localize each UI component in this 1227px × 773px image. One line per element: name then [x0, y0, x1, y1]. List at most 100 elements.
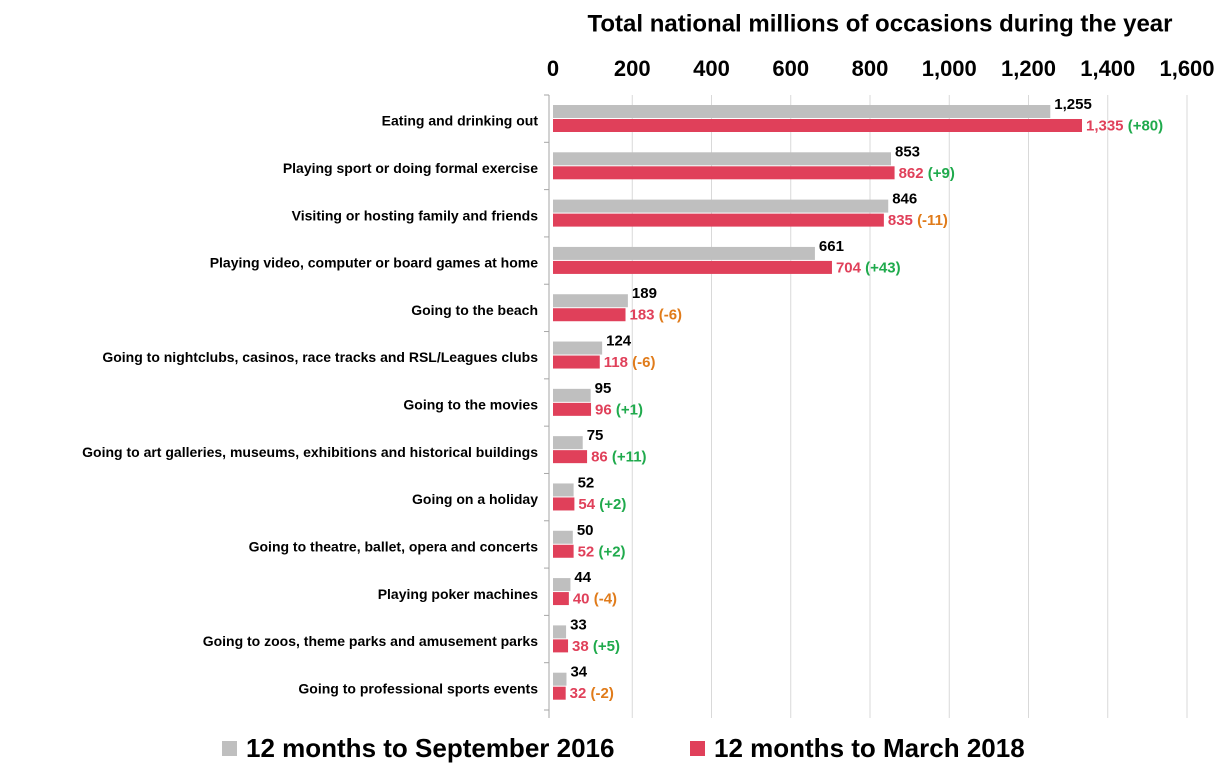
value-label: 32 (-2) — [570, 685, 614, 702]
category-label: Going to zoos, theme parks and amusement… — [203, 633, 539, 649]
value-label: 52 (+2) — [578, 543, 626, 560]
value-label-text: 1,335 — [1086, 117, 1124, 134]
value-label: 34 — [570, 664, 587, 681]
bar — [553, 246, 815, 260]
bar — [553, 402, 592, 416]
bar — [553, 199, 889, 213]
value-label: 1,255 — [1054, 96, 1092, 113]
value-label-text: 33 — [570, 616, 587, 633]
change-label: (+11) — [612, 449, 647, 466]
category-label: Going to the beach — [411, 302, 538, 318]
bar — [553, 639, 569, 653]
bar — [553, 530, 573, 544]
value-label: 44 — [574, 569, 591, 586]
category-label: Going to nightclubs, casinos, race track… — [102, 349, 538, 365]
value-label: 50 — [577, 522, 594, 539]
value-label-text: 52 — [578, 474, 595, 491]
x-tick-label: 1,600 — [1159, 56, 1214, 81]
chart-title: Total national millions of occasions dur… — [588, 10, 1173, 37]
value-label-text: 52 — [578, 543, 595, 560]
legend-swatch — [222, 741, 237, 756]
value-label-text: 1,255 — [1054, 96, 1092, 113]
bar — [553, 213, 884, 227]
value-label-text: 704 — [836, 259, 862, 276]
value-label: 183 (-6) — [630, 307, 683, 324]
bar — [553, 578, 571, 592]
x-tick-label: 600 — [772, 56, 809, 81]
bar — [553, 450, 588, 464]
category-label: Playing video, computer or board games a… — [210, 255, 539, 271]
category-label: Eating and drinking out — [382, 113, 539, 129]
value-label-text: 86 — [591, 449, 608, 466]
value-label-text: 189 — [632, 285, 657, 302]
bar — [553, 152, 892, 166]
value-label-text: 44 — [574, 569, 591, 586]
bar — [553, 544, 574, 558]
value-label: 862 (+9) — [899, 165, 955, 182]
value-label-text: 853 — [895, 143, 920, 160]
x-tick-label: 200 — [614, 56, 651, 81]
value-label-text: 38 — [572, 638, 589, 655]
change-label: (+43) — [865, 259, 900, 276]
x-tick-label: 1,400 — [1080, 56, 1135, 81]
change-label: (+5) — [593, 638, 620, 655]
change-label: (+80) — [1128, 117, 1163, 134]
value-label-text: 124 — [606, 333, 632, 350]
change-label: (-6) — [659, 307, 682, 324]
value-label-text: 40 — [573, 591, 590, 608]
bar — [553, 388, 591, 402]
value-label-text: 75 — [587, 427, 604, 444]
value-label: 124 — [606, 333, 632, 350]
category-label: Playing poker machines — [378, 586, 538, 602]
value-label: 1,335 (+80) — [1086, 117, 1163, 134]
bar — [553, 355, 600, 369]
bar — [553, 625, 567, 639]
bar — [553, 672, 567, 686]
value-label: 118 (-6) — [604, 354, 656, 371]
value-label-text: 32 — [570, 685, 587, 702]
category-label: Going to theatre, ballet, opera and conc… — [249, 538, 539, 554]
value-label: 52 — [578, 474, 595, 491]
value-label: 189 — [632, 285, 657, 302]
bar — [553, 436, 583, 450]
bar — [553, 308, 626, 322]
legend-label: 12 months to March 2018 — [714, 733, 1025, 763]
value-label-text: 54 — [578, 496, 595, 513]
bar — [553, 105, 1051, 118]
bar — [553, 341, 603, 355]
change-label: (+9) — [928, 165, 955, 182]
change-label: (+2) — [598, 543, 625, 560]
change-label: (-11) — [917, 212, 948, 229]
bar — [553, 497, 575, 511]
value-label-text: 118 — [604, 354, 628, 371]
bar — [553, 166, 895, 180]
value-label: 96 (+1) — [595, 401, 643, 418]
category-label: Going to art galleries, museums, exhibit… — [82, 444, 538, 460]
value-label-text: 183 — [630, 307, 655, 324]
value-label-text: 862 — [899, 165, 924, 182]
bar — [553, 294, 628, 308]
x-tick-label: 400 — [693, 56, 730, 81]
change-label: (-2) — [591, 685, 614, 702]
bar — [553, 592, 569, 606]
change-label: (+2) — [599, 496, 626, 513]
value-label-text: 34 — [570, 664, 587, 681]
change-label: (-4) — [594, 591, 617, 608]
value-label: 661 — [819, 238, 844, 255]
x-tick-label: 800 — [852, 56, 889, 81]
value-label: 75 — [587, 427, 604, 444]
value-label: 846 — [892, 191, 917, 208]
bar — [553, 260, 832, 274]
x-tick-label: 0 — [547, 56, 559, 81]
legend-label: 12 months to September 2016 — [246, 733, 614, 763]
category-label: Visiting or hosting family and friends — [292, 207, 539, 223]
category-label: Going to the movies — [403, 397, 538, 413]
legend-swatch — [690, 741, 705, 756]
category-label: Going on a holiday — [412, 491, 538, 507]
value-label: 86 (+11) — [591, 449, 646, 466]
value-label: 95 — [595, 380, 612, 397]
value-label: 835 (-11) — [888, 212, 948, 229]
value-label-text: 96 — [595, 401, 612, 418]
value-label: 38 (+5) — [572, 638, 620, 655]
